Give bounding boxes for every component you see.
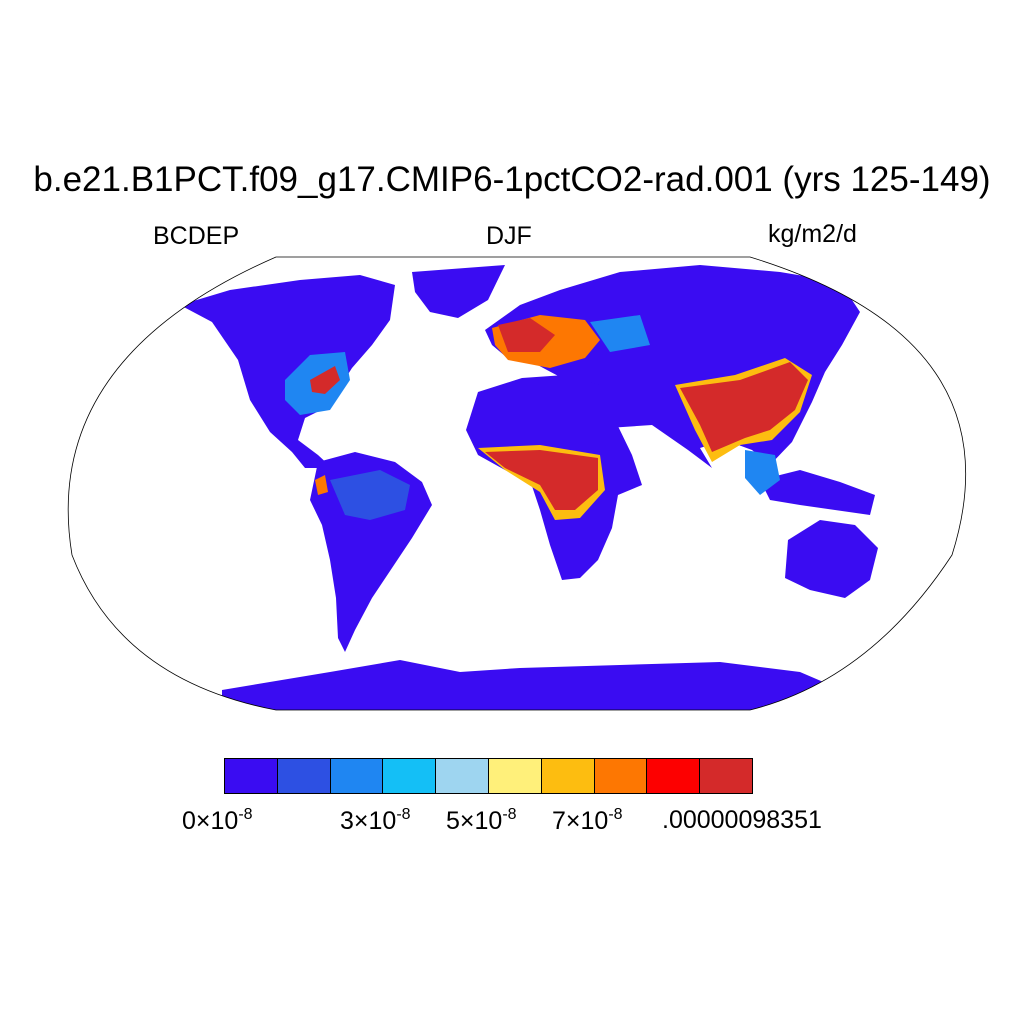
- south-america-moderate: [330, 470, 410, 520]
- colorbar-label: 7×10-8: [552, 806, 623, 835]
- colorbar-cell: [541, 759, 595, 793]
- colorbar-label: 3×10-8: [340, 806, 411, 835]
- australia-region: [785, 520, 878, 598]
- colorbar-cell: [225, 759, 278, 793]
- colorbar: [224, 758, 753, 794]
- maritime-islands-region: [760, 470, 875, 515]
- colorbar-cell: [647, 759, 701, 793]
- greenland-region: [412, 265, 505, 318]
- colorbar-cell: [436, 759, 489, 793]
- units-label: kg/m2/d: [768, 220, 857, 248]
- southeast-asia-moderate: [745, 450, 780, 495]
- globe-outline: [67, 256, 966, 711]
- colorbar-label: 5×10-8: [446, 806, 517, 835]
- antarctica-region: [222, 660, 842, 710]
- variable-label: BCDEP: [153, 222, 240, 250]
- colorbar-cell: [277, 759, 331, 793]
- asia-hotspot-core: [680, 362, 808, 452]
- eastern-us-core: [310, 366, 340, 394]
- colorbar-cell: [488, 759, 542, 793]
- colorbar-cell: [330, 759, 384, 793]
- europe-core: [498, 318, 555, 352]
- colorbar-label: .00000098351: [662, 806, 822, 834]
- africa-band-core: [485, 450, 598, 510]
- russia-moderate: [590, 315, 650, 352]
- plot-title: b.e21.B1PCT.f09_g17.CMIP6-1pctCO2-rad.00…: [33, 160, 991, 199]
- season-label: DJF: [486, 222, 532, 250]
- colorbar-cell: [383, 759, 437, 793]
- colorbar-label: 0×10-8: [182, 806, 253, 835]
- north-america-region: [180, 275, 395, 468]
- south-america-hotspot: [315, 475, 328, 495]
- colorbar-cell: [700, 759, 752, 793]
- colorbar-cell: [594, 759, 648, 793]
